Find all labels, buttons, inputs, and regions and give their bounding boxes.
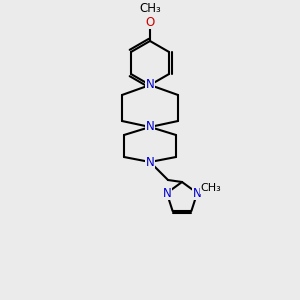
Text: N: N (146, 155, 154, 169)
Text: N: N (162, 187, 171, 200)
Text: N: N (146, 121, 154, 134)
Text: CH₃: CH₃ (201, 183, 222, 193)
Text: N: N (193, 187, 202, 200)
Text: O: O (146, 16, 154, 28)
Text: CH₃: CH₃ (139, 2, 161, 16)
Text: N: N (146, 79, 154, 92)
